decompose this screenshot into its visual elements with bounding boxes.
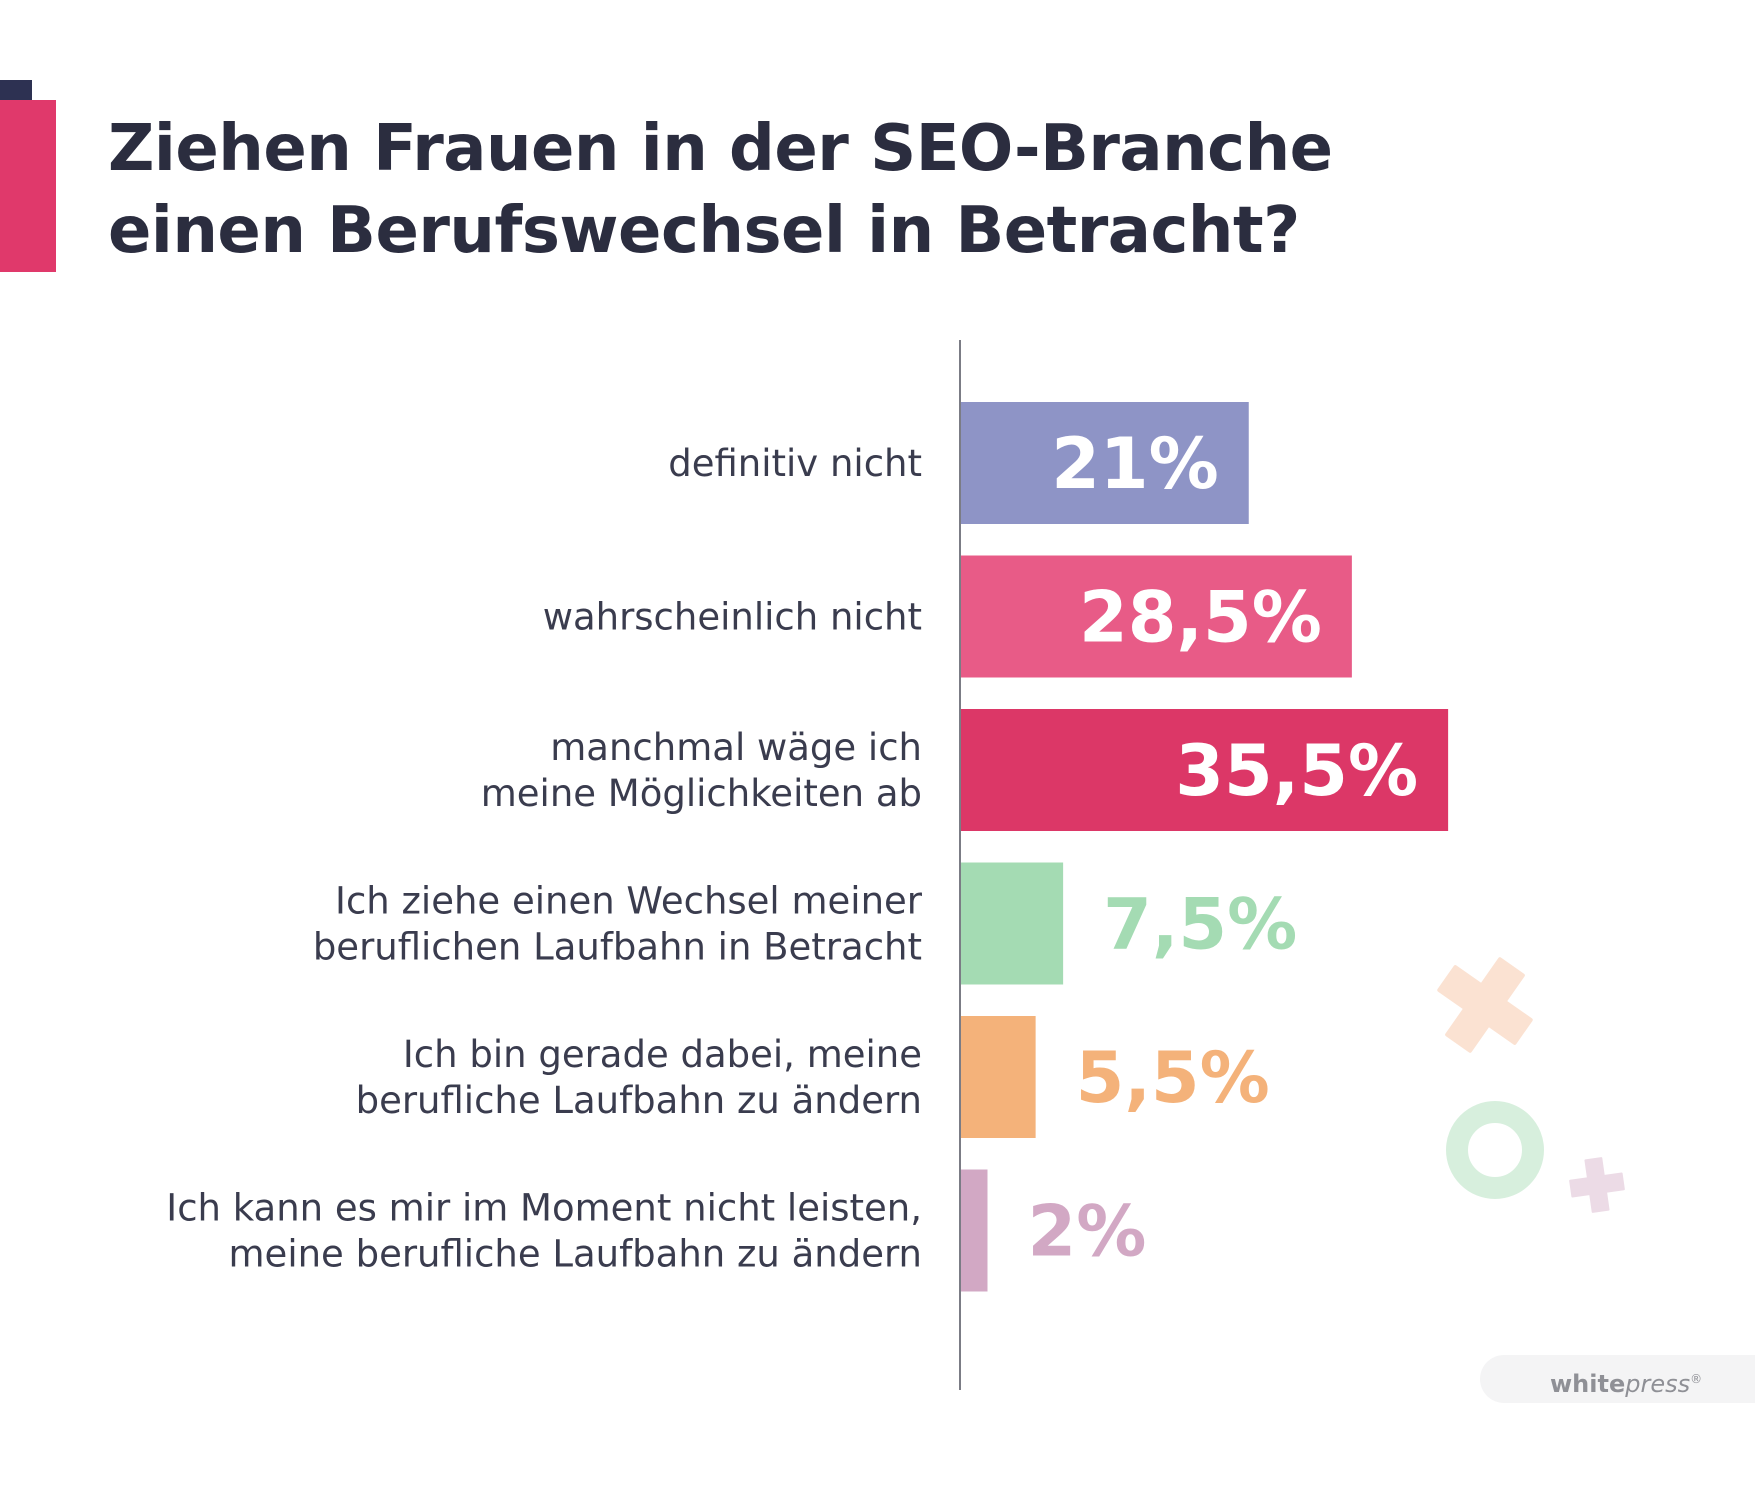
ring-icon: [1446, 1101, 1544, 1199]
plus-icon: [1569, 1157, 1625, 1213]
category-label: manchmal wäge ich: [550, 726, 922, 769]
logo-part-press: press: [1625, 1370, 1691, 1398]
title-line-2: einen Berufswechsel in Betracht?: [108, 194, 1300, 268]
bar: [960, 1169, 988, 1292]
logo-mark: ®: [1690, 1372, 1703, 1386]
bar: [960, 1016, 1036, 1138]
title-accent-pink: [0, 100, 56, 272]
logo-part-white: white: [1550, 1370, 1626, 1398]
value-label: 5,5%: [1076, 1037, 1270, 1119]
category-label: beruflichen Laufbahn in Betracht: [313, 926, 922, 969]
category-label: Ich ziehe einen Wechsel meiner: [335, 880, 923, 923]
category-label: Ich kann es mir im Moment nicht leisten,: [166, 1187, 922, 1230]
value-label: 35,5%: [1175, 730, 1418, 812]
value-label: 28,5%: [1079, 577, 1322, 659]
title-line-1: Ziehen Frauen in der SEO-Branche: [108, 112, 1333, 186]
bar: [960, 555, 1352, 678]
bar: [960, 402, 1249, 524]
category-label: meine berufliche Laufbahn zu ändern: [229, 1233, 922, 1276]
category-label: meine Möglichkeiten ab: [481, 772, 922, 815]
value-label: 21%: [1051, 423, 1219, 505]
bar: [960, 862, 1064, 985]
title-accent-navy: [0, 80, 32, 100]
plus-icon: [1437, 957, 1533, 1053]
category-label: definitiv nicht: [668, 442, 922, 485]
category-label: wahrscheinlich nicht: [543, 596, 922, 639]
value-label: 7,5%: [1103, 884, 1297, 966]
category-label: Ich bin gerade dabei, meine: [403, 1033, 922, 1076]
bar: [960, 709, 1449, 831]
value-label: 2%: [1028, 1191, 1147, 1273]
category-label: berufliche Laufbahn zu ändern: [356, 1079, 922, 1122]
page-title: Ziehen Frauen in der SEO-Branche einen B…: [108, 108, 1608, 272]
whitepress-logo: whitepress®: [1480, 1355, 1755, 1403]
